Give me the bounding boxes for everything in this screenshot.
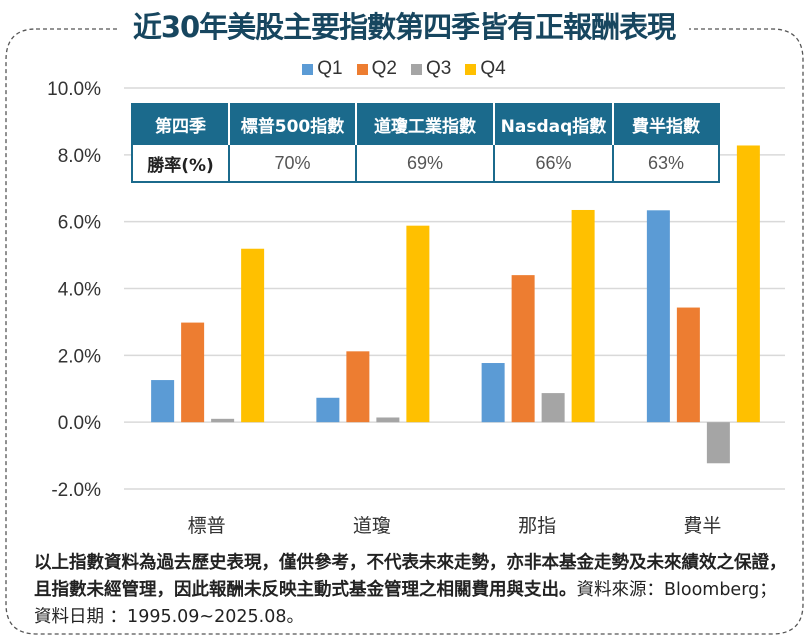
- y-tick-label: 10.0%: [47, 79, 101, 100]
- bar-q4-2: [571, 209, 595, 423]
- table-header-cell: 第四季: [132, 104, 229, 144]
- legend-swatch-q3: [411, 63, 422, 75]
- bar-q2-0: [181, 322, 205, 423]
- legend-label: Q1: [317, 58, 343, 79]
- bar-q3-2: [541, 393, 565, 423]
- bar-q1-2: [481, 363, 505, 423]
- legend-item-q4: Q4: [465, 58, 506, 80]
- y-tick-label: 0.0%: [58, 413, 101, 434]
- bars: [151, 145, 760, 464]
- bar-q2-1: [346, 351, 370, 423]
- bar-q4-0: [241, 248, 265, 423]
- x-tick-label: 費半: [683, 515, 721, 537]
- bar-q1-3: [646, 210, 670, 423]
- disclaimer-bold: 以上指數資料為過去歷史表現，僅供參考，不代表未來走勢，亦非本基金走勢及未來績效之…: [34, 553, 787, 600]
- win-rate-table-header: 第四季 標普500指數 道瓊工業指數 Nasdaq指數 費半指數: [132, 104, 719, 144]
- bar-q1-1: [316, 397, 340, 423]
- x-tick-label: 標普: [188, 515, 226, 537]
- legend-label: Q2: [371, 58, 397, 79]
- y-tick-label: 2.0%: [58, 346, 101, 367]
- legend-label: Q4: [480, 58, 506, 79]
- bar-q1-0: [151, 380, 175, 423]
- y-tick-label: 4.0%: [58, 280, 101, 301]
- x-tick-label: 道瓊: [353, 515, 391, 537]
- legend-item-q2: Q2: [356, 58, 397, 80]
- bar-q4-1: [406, 225, 430, 423]
- chart-title: 近30年美股主要指數第四季皆有正報酬表現: [0, 4, 808, 46]
- x-axis-ticks: 標普 道瓊 那指 費半: [188, 515, 722, 537]
- bar-q4-3: [736, 145, 760, 423]
- bar-q3-3: [706, 422, 730, 464]
- legend: Q1 Q2 Q3 Q4: [0, 58, 808, 80]
- win-rate-table-row: 勝率(%) 70% 69% 66% 63%: [132, 143, 719, 182]
- bar-q2-2: [511, 275, 535, 423]
- bar-q2-3: [676, 307, 700, 423]
- y-axis-ticks: -2.0% 0.0% 2.0% 4.0% 6.0% 8.0% 10.0%: [47, 79, 101, 501]
- table-row-label: 勝率(%): [132, 143, 229, 182]
- disclaimer-note: 以上指數資料為過去歷史表現，僅供參考，不代表未來走勢，亦非本基金走勢及未來績效之…: [34, 550, 794, 631]
- table-cell: 63%: [612, 143, 719, 182]
- chart-title-text: 近30年美股主要指數第四季皆有正報酬表現: [118, 10, 690, 44]
- legend-swatch-q1: [302, 63, 314, 75]
- legend-item-q1: Q1: [302, 58, 343, 80]
- bar-q3-0: [211, 418, 235, 423]
- legend-swatch-q4: [465, 63, 477, 75]
- source-text: 資料來源：Bloomberg；資料日期 ：1995.09~2025.08。: [34, 580, 777, 627]
- x-tick-label: 那指: [518, 515, 556, 537]
- table-cell: 69%: [355, 143, 494, 182]
- table-cell: 66%: [493, 143, 613, 182]
- table-cell: 70%: [228, 143, 356, 182]
- legend-label: Q3: [426, 58, 452, 79]
- y-tick-label: -2.0%: [51, 480, 101, 501]
- table-header-cell: Nasdaq指數: [493, 104, 613, 144]
- table-header-cell: 費半指數: [612, 104, 719, 144]
- y-tick-label: 6.0%: [58, 213, 101, 234]
- table-header-cell: 標普500指數: [228, 104, 356, 144]
- win-rate-table: 第四季 標普500指數 道瓊工業指數 Nasdaq指數 費半指數 勝率(%) 7…: [131, 103, 720, 183]
- table-header-cell: 道瓊工業指數: [355, 104, 494, 144]
- bar-q3-1: [376, 417, 400, 423]
- legend-item-q3: Q3: [411, 58, 451, 80]
- y-tick-label: 8.0%: [58, 146, 101, 167]
- legend-swatch-q2: [356, 63, 368, 75]
